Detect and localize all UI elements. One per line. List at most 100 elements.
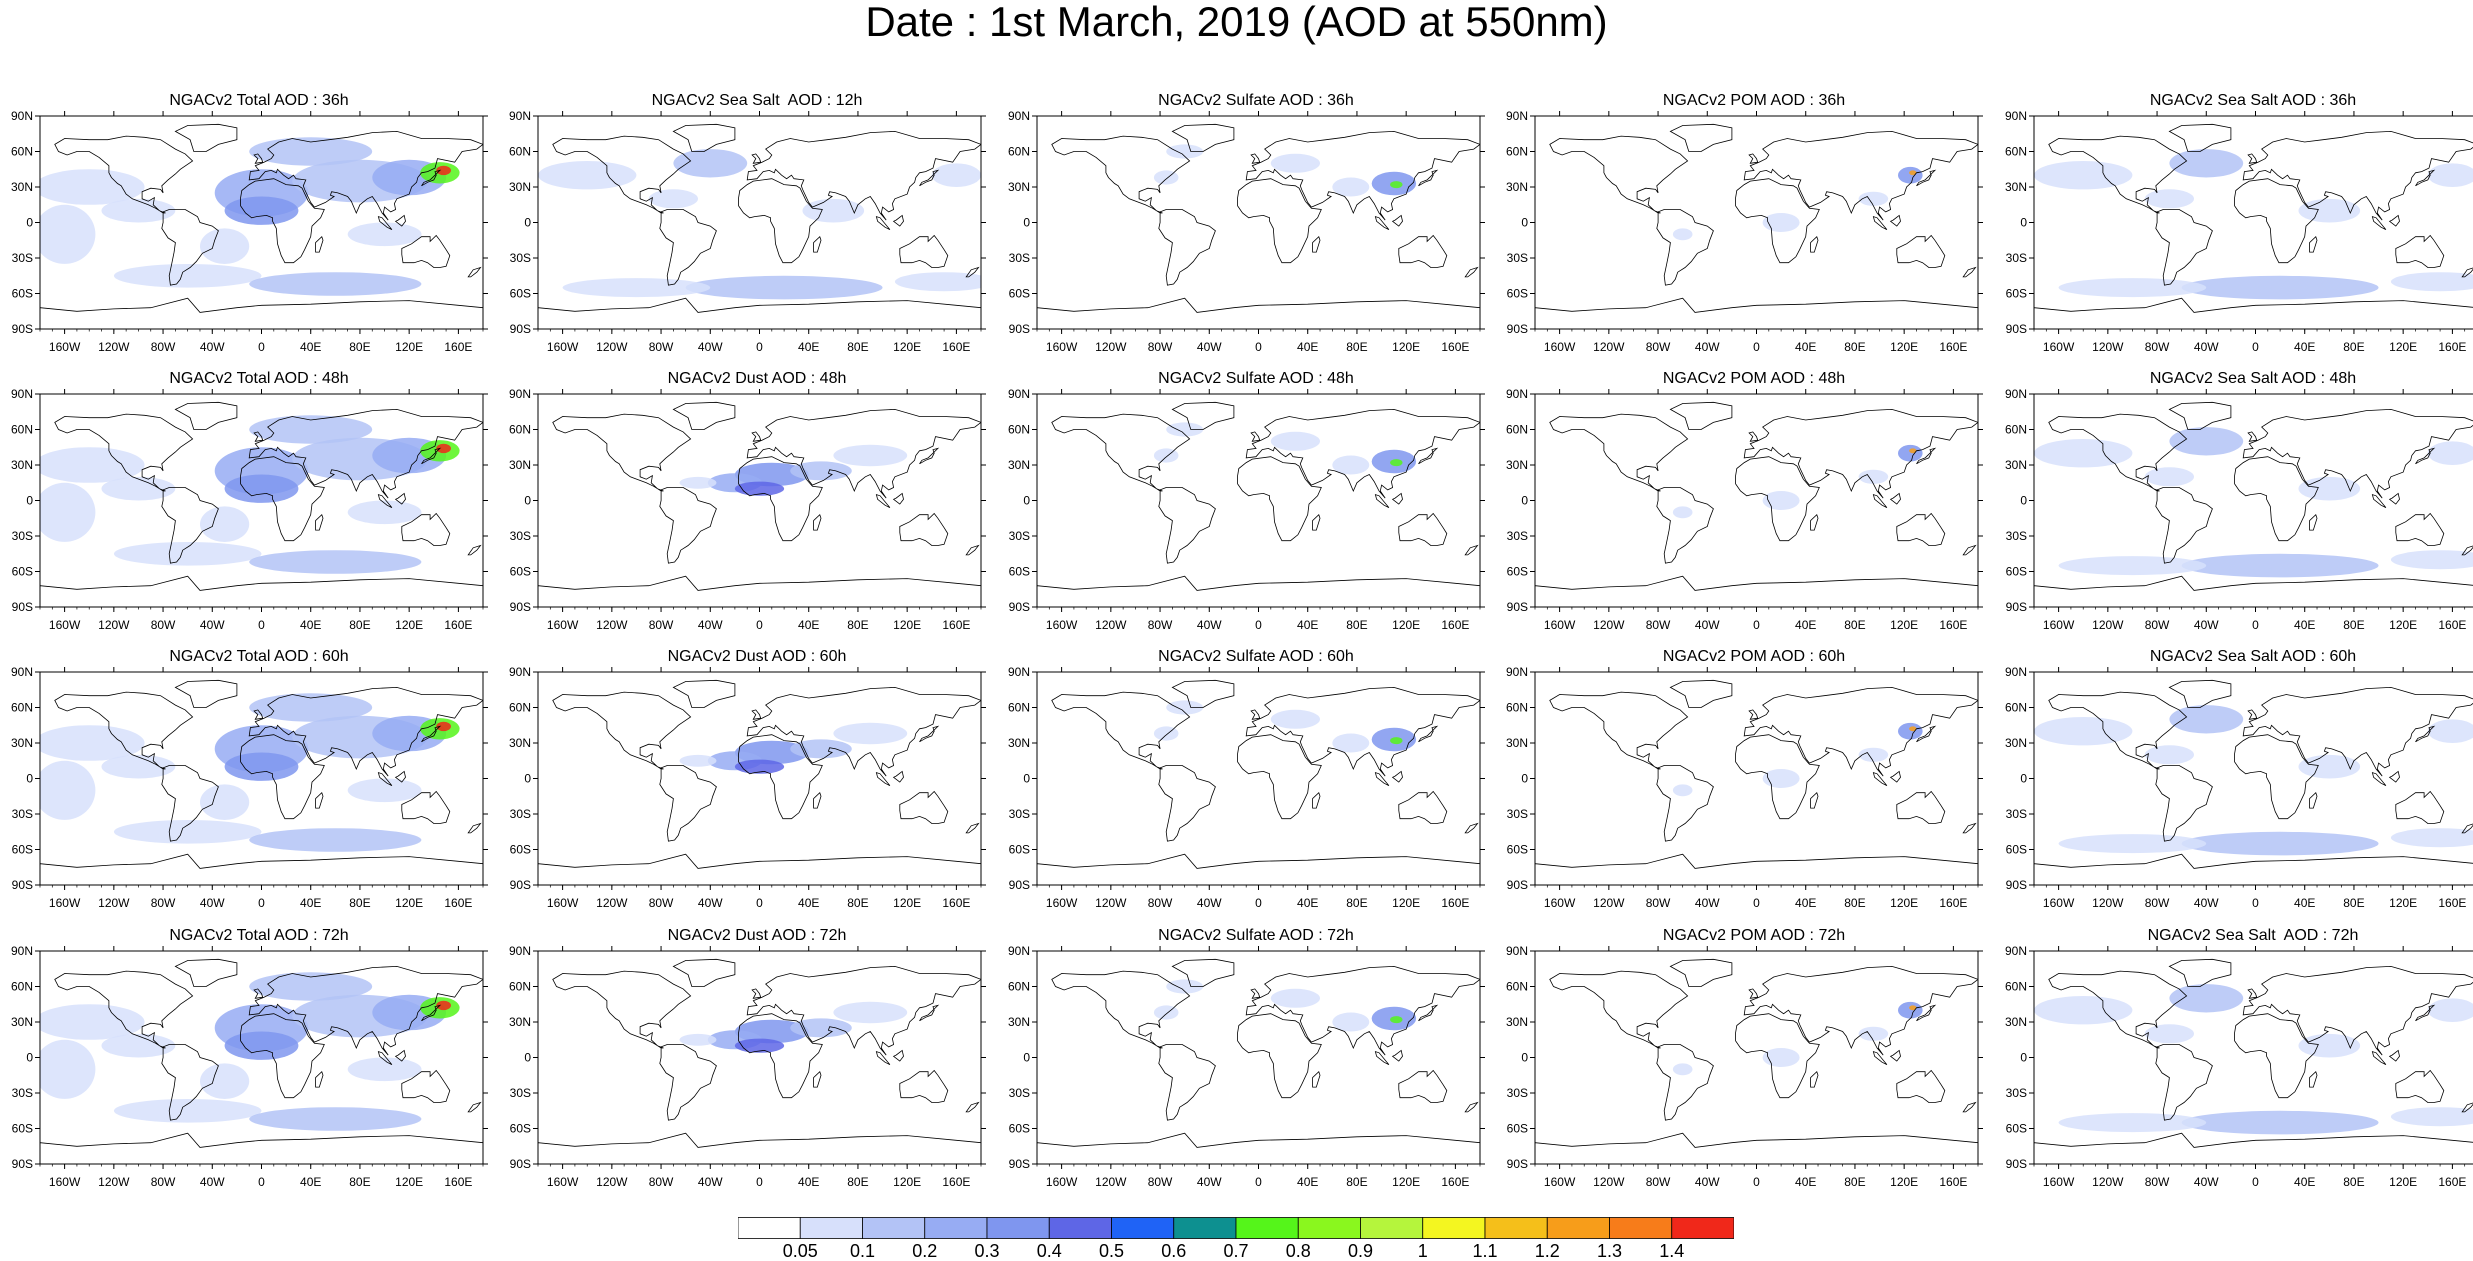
coastline-greenland: [2168, 401, 2232, 430]
colorbar-tick-label: 0.5: [1098, 1241, 1125, 1261]
map-panel: NGACv2 Sea Salt AOD : 72h 90N 60N 30N 0 30S 60…: [2005, 927, 2473, 1195]
aod-colorbar: [738, 1217, 1734, 1239]
coastline-south_america: [161, 1044, 219, 1121]
lat-label: 60S: [510, 565, 531, 579]
lat-label: 60N: [1506, 980, 1528, 994]
coastline-north_america: [1051, 691, 1191, 770]
panel-title: NGACv2 Total AOD : 36h: [169, 92, 349, 109]
coastline-uk: [1250, 709, 1261, 720]
aod-plume: [2390, 828, 2473, 848]
lon-label: 40W: [1197, 1175, 1222, 1189]
colorbar-swatch: [738, 1217, 801, 1239]
aod-plume: [224, 196, 299, 225]
lat-label: 60S: [12, 1122, 33, 1136]
lon-label: 80E: [1844, 1175, 1865, 1189]
world-map: 90N 60N 30N 0 30S 60S 90S 160W 120W 80W 40W 0 40E 80E…: [1506, 944, 1983, 1189]
map-panel: NGACv2 POM AOD : 72h 90N 60N 30N 0 30S 60S 90S 1…: [1506, 927, 1993, 1195]
lat-label: 90S: [1507, 878, 1528, 892]
lat-label: 60N: [1008, 145, 1030, 159]
lon-label: 80E: [847, 618, 868, 632]
aod-plume: [2181, 275, 2379, 300]
coastline-uk: [1748, 709, 1759, 720]
coastline-greenland: [1171, 958, 1235, 987]
coastline-antarctica: [40, 1132, 483, 1164]
aod-plume: [40, 1039, 96, 1099]
coastline-south_america: [2155, 1044, 2213, 1121]
lon-label: 40E: [798, 896, 819, 910]
lon-label: 0: [2252, 340, 2259, 354]
lat-label: 90N: [11, 387, 33, 401]
aod-plume: [1858, 1026, 1889, 1041]
aod-plume: [734, 481, 785, 496]
coastline-australia: [401, 234, 451, 268]
coastline-madagascar: [1312, 513, 1321, 531]
lat-label: 30S: [510, 529, 531, 543]
colorbar-swatch: [1484, 1217, 1548, 1239]
aod-plume: [562, 278, 711, 298]
lat-label: 90N: [1008, 665, 1030, 679]
world-map: 90N 60N 30N 0 30S 60S 90S 160W 120W 80W 40W 0 40E 80E…: [1506, 387, 1983, 632]
lon-label: 80E: [1844, 896, 1865, 910]
aod-plume: [1898, 1001, 1923, 1019]
coastline-madagascar: [813, 791, 822, 809]
aod-plume: [833, 1001, 908, 1024]
lat-label: 0: [1521, 494, 1528, 508]
map-panel: NGACv2 Sulfate AOD : 60h 90N 60N 30N 0 30S 60S…: [1008, 648, 1495, 916]
lat-label: 30S: [1009, 251, 1030, 265]
coastline-north_america: [54, 691, 194, 770]
coastline-newzealand: [467, 266, 482, 278]
lat-label: 0: [26, 494, 33, 508]
coastline-south_america: [161, 209, 219, 286]
lat-label: 90S: [2006, 1157, 2027, 1171]
aod-plume: [1270, 431, 1320, 451]
lon-label: 80E: [847, 1175, 868, 1189]
coastline-eurasia: [746, 408, 981, 499]
aod-plume: [2144, 467, 2194, 487]
lon-label: 120W: [1095, 1175, 1127, 1189]
coastline-australia: [899, 512, 949, 546]
coastline-sumatra: [1872, 771, 1888, 786]
coastline-north_america: [552, 691, 692, 770]
lat-label: 60N: [1506, 701, 1528, 715]
lon-label: 160E: [1441, 618, 1469, 632]
lat-label: 60S: [2006, 843, 2027, 857]
aod-plume: [790, 461, 852, 481]
aod-plume: [40, 725, 145, 761]
coastline-madagascar: [2309, 235, 2318, 253]
world-map: 90N 60N 30N 0 30S 60S 90S 160W 120W 80W 40W 0 40E 80E…: [11, 387, 488, 632]
coastline-south_america: [659, 765, 717, 842]
coastline-newzealand: [1464, 822, 1479, 834]
map-panel: NGACv2 Total AOD : 36h 90N 60N 30N 0 30S 60S 90…: [11, 92, 498, 360]
coastline-madagascar: [1810, 513, 1819, 531]
coastline-borneo: [892, 492, 904, 505]
coastline-japan: [421, 1004, 442, 1022]
aod-plume: [200, 228, 250, 264]
lat-label: 0: [26, 1051, 33, 1065]
coastline-eurasia: [1245, 130, 1480, 221]
panel-title: NGACv2 POM AOD : 36h: [1662, 92, 1846, 109]
lat-label: 30N: [1506, 180, 1528, 194]
lat-label: 0: [2020, 1051, 2027, 1065]
lon-label: 120E: [1890, 340, 1918, 354]
lon-label: 40W: [698, 896, 723, 910]
coastline-eurasia: [2242, 408, 2473, 499]
coastline-japan: [421, 725, 442, 743]
lat-label: 90N: [2005, 944, 2027, 958]
world-map: 90N 60N 30N 0 30S 60S 90S 160W 120W 80W 40W 0 40E 80E…: [11, 109, 488, 354]
coastline-africa: [2234, 1013, 2319, 1099]
map-background: [1037, 672, 1480, 885]
coastline-australia: [1896, 512, 1946, 546]
map-panel: NGACv2 Dust AOD : 60h 90N 60N 30N 0 30S 60S 90S…: [509, 648, 996, 916]
coastline-north_america: [54, 970, 194, 1049]
coastline-australia: [401, 790, 451, 824]
aod-plume: [40, 1004, 145, 1040]
coastline-australia: [2395, 512, 2445, 546]
lon-label: 40E: [1795, 896, 1816, 910]
lon-label: 80E: [1346, 618, 1367, 632]
aod-plume: [347, 500, 422, 525]
lon-label: 120W: [596, 896, 628, 910]
lon-label: 160E: [1939, 896, 1967, 910]
aod-plume: [790, 739, 852, 759]
lat-label: 60N: [2005, 980, 2027, 994]
coastline-antarctica: [538, 1132, 981, 1164]
